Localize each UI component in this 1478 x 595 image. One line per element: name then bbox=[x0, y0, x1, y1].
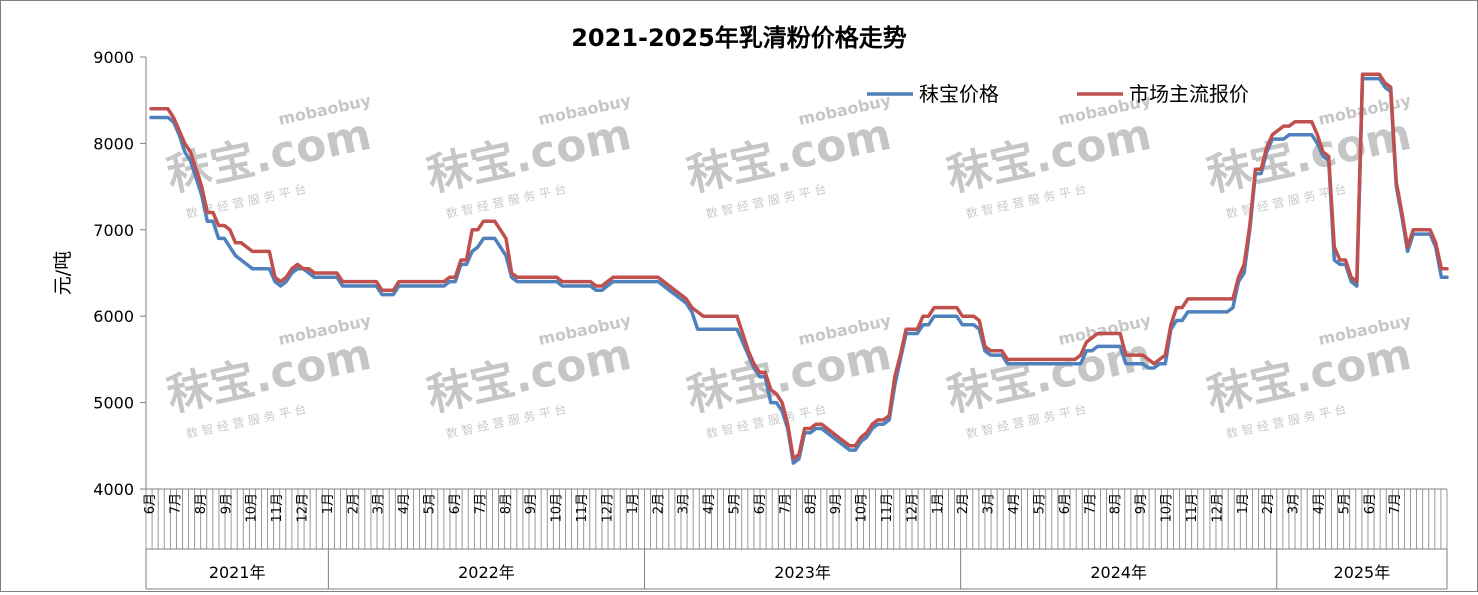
month-label: 6月 bbox=[753, 493, 768, 514]
month-label: 6月 bbox=[1363, 493, 1378, 514]
month-label: 12月 bbox=[296, 493, 311, 523]
legend-label: 秣宝价格 bbox=[919, 82, 999, 106]
month-label: 9月 bbox=[524, 493, 539, 514]
watermark-brand: 秣宝.com bbox=[423, 109, 636, 202]
x-axis: 2021年 2022年 2023年 2024年 2025年 6月 7月 8月 9月 10月 11月 1… bbox=[143, 488, 1448, 590]
month-label: 7月 bbox=[473, 493, 488, 514]
series-line bbox=[149, 76, 1449, 465]
month-label: 3月 bbox=[1287, 493, 1302, 514]
month-label: 8月 bbox=[804, 493, 819, 514]
month-label: 5月 bbox=[1032, 493, 1047, 514]
year-label: 2022年 bbox=[458, 563, 515, 582]
y-tick-label: 4000 bbox=[93, 480, 134, 499]
month-label: 10月 bbox=[855, 493, 870, 523]
month-label: 1月 bbox=[1236, 493, 1251, 514]
month-label: 11月 bbox=[270, 493, 285, 523]
y-tick-label: 8000 bbox=[93, 134, 134, 153]
watermark-brand: 秣宝.com bbox=[943, 109, 1156, 202]
month-label: 8月 bbox=[194, 493, 209, 514]
month-label: 12月 bbox=[905, 493, 920, 523]
legend-label: 市场主流报价 bbox=[1129, 82, 1249, 106]
month-label: 3月 bbox=[372, 493, 387, 514]
month-label: 1月 bbox=[321, 493, 336, 514]
month-label: 4月 bbox=[397, 493, 412, 514]
month-label: 7月 bbox=[168, 493, 183, 514]
month-label: 10月 bbox=[550, 493, 565, 523]
month-label: 8月 bbox=[1109, 493, 1124, 514]
month-label: 10月 bbox=[1160, 493, 1175, 523]
year-label: 2025年 bbox=[1334, 563, 1391, 582]
month-label: 4月 bbox=[1007, 493, 1022, 514]
month-label: 12月 bbox=[1210, 493, 1225, 523]
chart-title: 2021-2025年乳清粉价格走势 bbox=[571, 24, 907, 52]
month-label: 5月 bbox=[1337, 493, 1352, 514]
month-label: 9月 bbox=[829, 493, 844, 514]
month-label: 11月 bbox=[1185, 493, 1200, 523]
month-label: 4月 bbox=[702, 493, 717, 514]
month-label: 7月 bbox=[1083, 493, 1098, 514]
month-label: 7月 bbox=[778, 493, 793, 514]
series-line bbox=[149, 72, 1449, 461]
month-label: 10月 bbox=[245, 493, 260, 523]
month-label: 12月 bbox=[600, 493, 615, 523]
month-label: 9月 bbox=[219, 493, 234, 514]
year-label: 2023年 bbox=[774, 563, 831, 582]
watermark-brand: 秣宝.com bbox=[683, 329, 896, 422]
month-label: 3月 bbox=[982, 493, 997, 514]
watermark-brand: 秣宝.com bbox=[1203, 329, 1416, 422]
y-axis: 4000 5000 6000 7000 8000 9000 bbox=[93, 48, 147, 499]
month-label: 2月 bbox=[956, 493, 971, 514]
watermark-brand: 秣宝.com bbox=[683, 109, 896, 202]
month-label: 11月 bbox=[575, 493, 590, 523]
month-label: 2月 bbox=[1261, 493, 1276, 514]
legend: 秣宝价格 市场主流报价 bbox=[867, 82, 1249, 106]
month-label: 9月 bbox=[1134, 493, 1149, 514]
series-layer bbox=[149, 72, 1449, 465]
year-label: 2024年 bbox=[1090, 563, 1147, 582]
year-label: 2021年 bbox=[209, 563, 266, 582]
month-label: 11月 bbox=[880, 493, 895, 523]
month-label: 8月 bbox=[499, 493, 514, 514]
y-tick-label: 9000 bbox=[93, 48, 134, 67]
watermark-layer: 秣宝.commobaobuy数 智 经 营 服 务 平 台秣宝.commobao… bbox=[163, 91, 1416, 442]
watermark-brand: 秣宝.com bbox=[163, 109, 376, 202]
month-label: 1月 bbox=[931, 493, 946, 514]
month-label: 3月 bbox=[677, 493, 692, 514]
month-label: 5月 bbox=[728, 493, 743, 514]
month-label: 2月 bbox=[651, 493, 666, 514]
y-tick-label: 6000 bbox=[93, 307, 134, 326]
month-label: 6月 bbox=[448, 493, 463, 514]
month-label: 6月 bbox=[1058, 493, 1073, 514]
watermark-brand: 秣宝.com bbox=[163, 329, 376, 422]
month-label: 1月 bbox=[626, 493, 641, 514]
watermark-brand: 秣宝.com bbox=[423, 329, 636, 422]
month-label: 5月 bbox=[423, 493, 438, 514]
month-label: 2月 bbox=[346, 493, 361, 514]
y-tick-label: 7000 bbox=[93, 221, 134, 240]
month-label: 6月 bbox=[143, 493, 158, 514]
month-label: 7月 bbox=[1388, 493, 1403, 514]
y-tick-label: 5000 bbox=[93, 394, 134, 413]
month-label: 4月 bbox=[1312, 493, 1327, 514]
y-axis-label: 元/吨 bbox=[52, 251, 74, 295]
